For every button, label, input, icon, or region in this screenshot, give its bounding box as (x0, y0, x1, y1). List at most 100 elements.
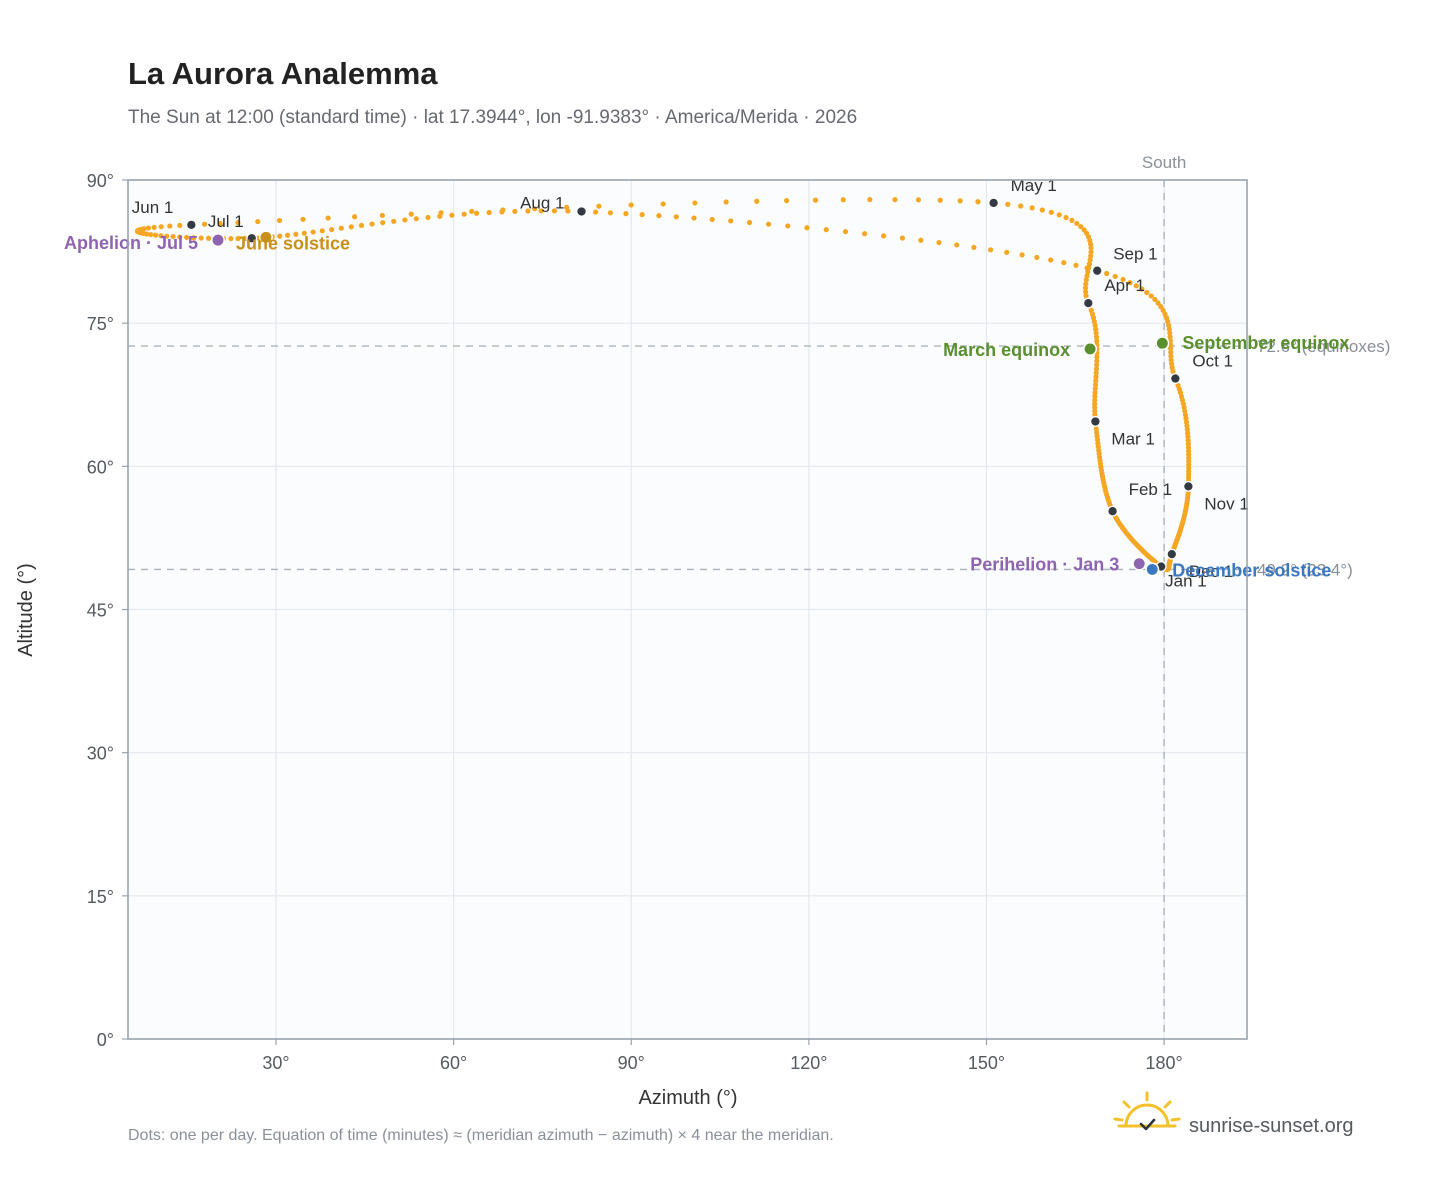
daily-dot (1092, 386, 1098, 392)
daily-dot (1039, 207, 1045, 213)
daily-dot (957, 198, 963, 204)
daily-dot (691, 215, 697, 221)
daily-dot (628, 202, 634, 208)
reference-line-label: 72.6° (equinoxes) (1257, 337, 1390, 356)
daily-dot (1088, 245, 1094, 251)
daily-dot (971, 244, 977, 250)
daily-dot (170, 234, 176, 240)
daily-dot (538, 208, 544, 214)
daily-dot (1093, 334, 1100, 340)
daily-dot (276, 217, 283, 224)
event-label: Aphelion · Jul 5 (64, 233, 198, 253)
month-label: Oct 1 (1192, 352, 1233, 371)
daily-dot (235, 235, 241, 242)
daily-dot (1094, 338, 1100, 344)
month-label: Jul 1 (208, 212, 244, 231)
daily-dot (1069, 217, 1075, 223)
daily-dot (449, 212, 455, 218)
daily-dot (1084, 265, 1090, 271)
daily-dot (379, 212, 385, 219)
daily-dot (1092, 408, 1098, 414)
month-label: Feb 1 (1129, 480, 1172, 499)
y-tick-label: 45° (87, 601, 114, 621)
daily-dot (1120, 276, 1126, 283)
month-label: Aug 1 (520, 193, 564, 212)
daily-dot (425, 214, 431, 221)
brand-logo (1113, 1091, 1181, 1131)
month-marker (1166, 548, 1178, 560)
daily-dot (1004, 249, 1010, 255)
daily-dot (1019, 252, 1025, 258)
daily-dot (319, 228, 325, 234)
month-label: Dec 1 (1189, 562, 1233, 581)
daily-dot (1083, 281, 1089, 287)
month-label: Sep 1 (1113, 245, 1157, 264)
daily-dot (1092, 393, 1098, 399)
month-label: May 1 (1011, 176, 1057, 195)
month-label: Mar 1 (1111, 429, 1154, 448)
daily-dot (988, 247, 994, 253)
daily-dot (1148, 293, 1154, 299)
daily-dot (1005, 201, 1011, 207)
event-marker (1132, 556, 1147, 571)
daily-dot (1086, 261, 1093, 267)
x-axis-ticks: 30° 60° 90° 120° 150° 180° (262, 1039, 1183, 1073)
daily-dot (1152, 296, 1158, 303)
daily-dot (709, 216, 715, 223)
daily-dot (607, 210, 613, 216)
daily-dot (1166, 326, 1172, 332)
event-marker (1145, 562, 1160, 577)
daily-dot (293, 231, 299, 237)
daily-dot (391, 218, 397, 224)
daily-dot (1088, 253, 1094, 259)
daily-dot (1088, 249, 1094, 255)
daily-dot (840, 197, 846, 203)
daily-dot (746, 219, 753, 226)
daily-dot (565, 208, 571, 214)
daily-dot (148, 231, 154, 238)
daily-dot (892, 197, 898, 203)
daily-dot (1168, 349, 1174, 355)
daily-dot (235, 219, 241, 226)
month-marker (988, 197, 1000, 209)
daily-dot (1168, 357, 1174, 363)
daily-dot (1093, 374, 1099, 380)
daily-dot (692, 200, 698, 206)
daily-dot (1104, 270, 1110, 277)
daily-dot (348, 224, 354, 230)
reference-lines: South 72.6° (equinoxes) 49.2° (23.4°) (128, 153, 1390, 1039)
month-label: Jan 1 (1165, 572, 1207, 591)
daily-dot (158, 224, 164, 230)
daily-dot (623, 211, 629, 217)
daily-dot (954, 242, 960, 248)
daily-dot (785, 223, 791, 229)
event-label: Perihelion · Jan 3 (970, 555, 1119, 575)
daily-dot (862, 231, 868, 237)
daily-dot (512, 208, 518, 214)
month-marker (1107, 505, 1119, 517)
daily-dot (380, 220, 386, 226)
daily-dot (1092, 404, 1098, 411)
y-tick-label: 30° (87, 744, 114, 764)
month-label: Apr 1 (1104, 276, 1145, 295)
daily-dot (144, 231, 150, 237)
daily-dot (217, 220, 223, 227)
month-marker (576, 206, 587, 217)
daily-dot (804, 225, 810, 231)
daily-dot (918, 237, 924, 243)
daily-dot (1048, 257, 1054, 263)
daily-dot (325, 215, 331, 221)
brand-name: sunrise-sunset.org (1189, 1115, 1354, 1137)
daily-dot (784, 198, 790, 204)
month-marker (1182, 480, 1194, 492)
daily-dot (408, 211, 414, 217)
daily-dot (206, 235, 212, 241)
daily-dot (551, 208, 558, 214)
daily-dot (201, 221, 208, 227)
daily-dot (198, 235, 204, 241)
chart-title: La Aurora Analemma (128, 56, 438, 91)
daily-dot (754, 198, 760, 204)
daily-dot (842, 229, 849, 235)
